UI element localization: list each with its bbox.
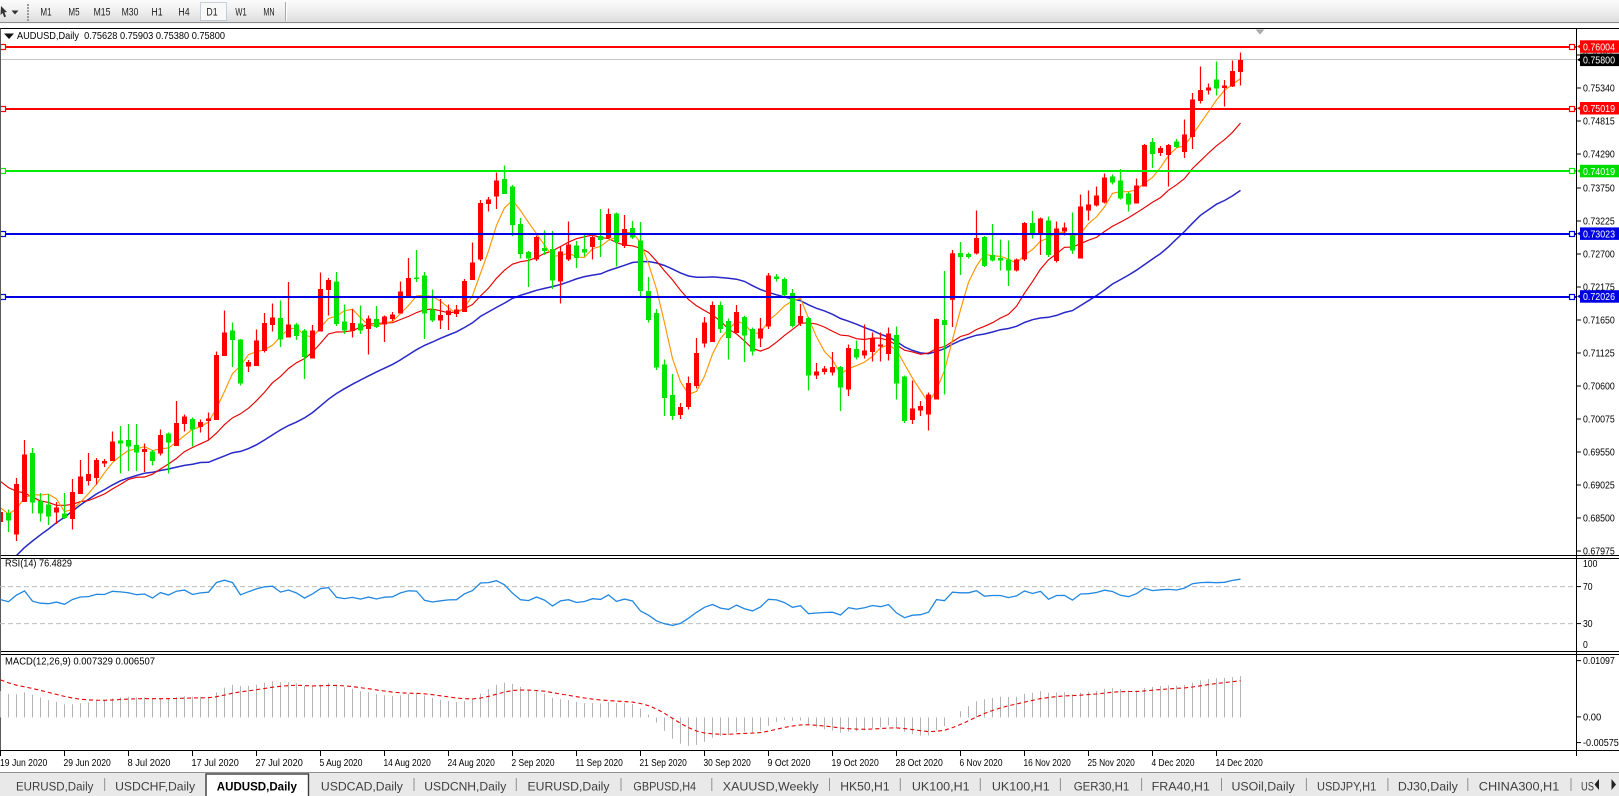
svg-text:UK100,H1: UK100,H1 (992, 780, 1050, 794)
svg-text:8 Jul 2020: 8 Jul 2020 (128, 757, 171, 769)
svg-text:USDJPY,H1: USDJPY,H1 (1317, 780, 1376, 794)
svg-text:17 Jul 2020: 17 Jul 2020 (192, 757, 239, 769)
svg-text:USDCHF,Daily: USDCHF,Daily (115, 780, 196, 794)
svg-text:19 Oct 2020: 19 Oct 2020 (832, 757, 879, 769)
svg-text:UK100,H1: UK100,H1 (912, 780, 970, 794)
svg-text:0.69025: 0.69025 (1583, 480, 1615, 492)
svg-text:M30: M30 (122, 7, 139, 19)
svg-text:24 Aug 2020: 24 Aug 2020 (448, 757, 495, 769)
svg-text:0.67975: 0.67975 (1583, 546, 1615, 558)
svg-text:0.76004: 0.76004 (1583, 41, 1615, 53)
svg-text:0: 0 (1583, 639, 1588, 651)
svg-text:0.73750: 0.73750 (1583, 183, 1615, 195)
svg-text:CHINA300,H1: CHINA300,H1 (1479, 780, 1560, 794)
svg-text:16 Nov 2020: 16 Nov 2020 (1024, 757, 1071, 769)
svg-text:M5: M5 (68, 7, 79, 19)
svg-text:30 Sep 2020: 30 Sep 2020 (704, 757, 751, 769)
svg-text:XAUUSD,Weekly: XAUUSD,Weekly (723, 780, 820, 794)
svg-text:2 Sep 2020: 2 Sep 2020 (512, 757, 555, 769)
svg-text:EURUSD,Daily: EURUSD,Daily (16, 780, 94, 794)
svg-text:GBPUSD,H4: GBPUSD,H4 (633, 780, 696, 794)
svg-text:0.74019: 0.74019 (1583, 166, 1615, 178)
svg-text:0.73225: 0.73225 (1583, 216, 1615, 228)
svg-text:H4: H4 (178, 7, 189, 19)
svg-text:FRA40,H1: FRA40,H1 (1152, 780, 1210, 794)
svg-text:25 Nov 2020: 25 Nov 2020 (1088, 757, 1135, 769)
svg-text:70: 70 (1583, 581, 1593, 593)
svg-text:27 Jul 2020: 27 Jul 2020 (256, 757, 303, 769)
svg-text:11 Sep 2020: 11 Sep 2020 (576, 757, 623, 769)
svg-text:100: 100 (1583, 558, 1598, 570)
svg-text:29 Jun 2020: 29 Jun 2020 (64, 757, 111, 769)
svg-text:6 Nov 2020: 6 Nov 2020 (960, 757, 1003, 769)
svg-text:MACD(12,26,9) 0.007329 0.00650: MACD(12,26,9) 0.007329 0.006507 (5, 656, 155, 668)
svg-text:0.75019: 0.75019 (1583, 103, 1615, 115)
svg-text:W1: W1 (235, 7, 246, 19)
svg-text:0.69550: 0.69550 (1583, 447, 1615, 459)
svg-text:M1: M1 (40, 7, 51, 19)
svg-text:USDCNH,Daily: USDCNH,Daily (424, 780, 507, 794)
svg-text:USDCAD,Daily: USDCAD,Daily (321, 780, 404, 794)
svg-text:9 Oct 2020: 9 Oct 2020 (768, 757, 811, 769)
svg-text:0.70075: 0.70075 (1583, 414, 1615, 426)
svg-text:GER30,H1: GER30,H1 (1074, 780, 1130, 794)
svg-text:14 Dec 2020: 14 Dec 2020 (1216, 757, 1263, 769)
svg-text:-0.005753: -0.005753 (1583, 737, 1619, 749)
svg-text:AUDUSD,Daily 0.75628 0.75903: AUDUSD,Daily 0.75628 0.75903 0.75380 0.7… (17, 30, 225, 42)
svg-text:0.01097: 0.01097 (1583, 655, 1615, 667)
svg-text:RSI(14) 76.4829: RSI(14) 76.4829 (5, 558, 72, 570)
svg-text:28 Oct 2020: 28 Oct 2020 (896, 757, 943, 769)
svg-text:0.74290: 0.74290 (1583, 149, 1615, 161)
svg-text:0.68500: 0.68500 (1583, 513, 1615, 525)
svg-text:21 Sep 2020: 21 Sep 2020 (640, 757, 687, 769)
svg-text:DJ30,Daily: DJ30,Daily (1398, 780, 1459, 794)
svg-text:HK50,H1: HK50,H1 (840, 780, 890, 794)
svg-text:0.72700: 0.72700 (1583, 249, 1615, 261)
svg-text:0.74815: 0.74815 (1583, 116, 1615, 128)
svg-text:19 Jun 2020: 19 Jun 2020 (0, 757, 47, 769)
svg-text:0.75340: 0.75340 (1583, 83, 1615, 95)
svg-text:USOil,Daily: USOil,Daily (1232, 780, 1296, 794)
svg-text:EURUSD,Daily: EURUSD,Daily (528, 780, 611, 794)
svg-text:M15: M15 (94, 7, 111, 19)
svg-text:0.75800: 0.75800 (1583, 55, 1615, 67)
svg-text:0.70600: 0.70600 (1583, 381, 1615, 393)
svg-text:MN: MN (263, 7, 274, 19)
svg-text:5 Aug 2020: 5 Aug 2020 (320, 757, 363, 769)
svg-text:H1: H1 (151, 7, 162, 19)
svg-text:0.73023: 0.73023 (1583, 228, 1615, 240)
svg-text:AUDUSD,Daily: AUDUSD,Daily (217, 780, 297, 794)
svg-text:4 Dec 2020: 4 Dec 2020 (1152, 757, 1195, 769)
svg-text:0.71650: 0.71650 (1583, 315, 1615, 327)
svg-text:0.72026: 0.72026 (1583, 291, 1615, 303)
svg-text:0.71125: 0.71125 (1583, 348, 1615, 360)
svg-text:0.00: 0.00 (1583, 711, 1601, 723)
svg-text:14 Aug 2020: 14 Aug 2020 (384, 757, 431, 769)
svg-text:US: US (1581, 780, 1594, 794)
svg-text:D1: D1 (206, 7, 217, 19)
svg-text:30: 30 (1583, 618, 1593, 630)
